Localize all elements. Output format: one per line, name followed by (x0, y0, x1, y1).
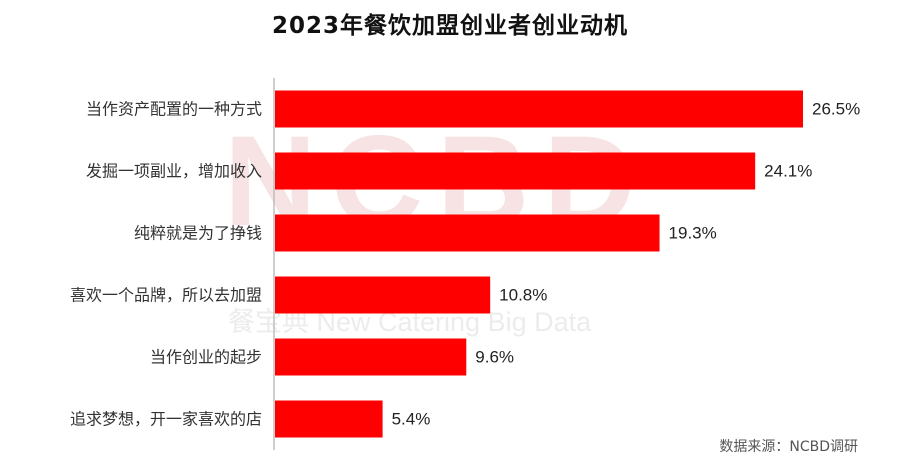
category-label: 纯粹就是为了挣钱 (134, 224, 262, 243)
value-label: 19.3% (669, 224, 717, 243)
value-label: 9.6% (475, 348, 514, 367)
value-label: 26.5% (812, 100, 860, 119)
value-label: 24.1% (764, 162, 812, 181)
bar-3 (275, 276, 491, 314)
value-label: 10.8% (499, 286, 547, 305)
category-label: 发掘一项副业，增加收入 (86, 162, 262, 181)
bar-4 (275, 338, 467, 376)
chart-title: 2023年餐饮加盟创业者创业动机 (271, 13, 628, 39)
bar-1 (275, 152, 756, 190)
source-note: 数据来源：NCBD调研 (719, 439, 858, 455)
value-label: 5.4% (392, 410, 431, 429)
category-label: 追求梦想，开一家喜欢的店 (70, 410, 262, 429)
category-label: 喜欢一个品牌，所以去加盟 (70, 286, 262, 305)
category-label: 当作创业的起步 (150, 348, 262, 367)
bar-5 (275, 400, 383, 438)
category-label: 当作资产配置的一种方式 (86, 100, 262, 119)
bar-2 (275, 214, 660, 252)
bar-0 (275, 90, 803, 128)
